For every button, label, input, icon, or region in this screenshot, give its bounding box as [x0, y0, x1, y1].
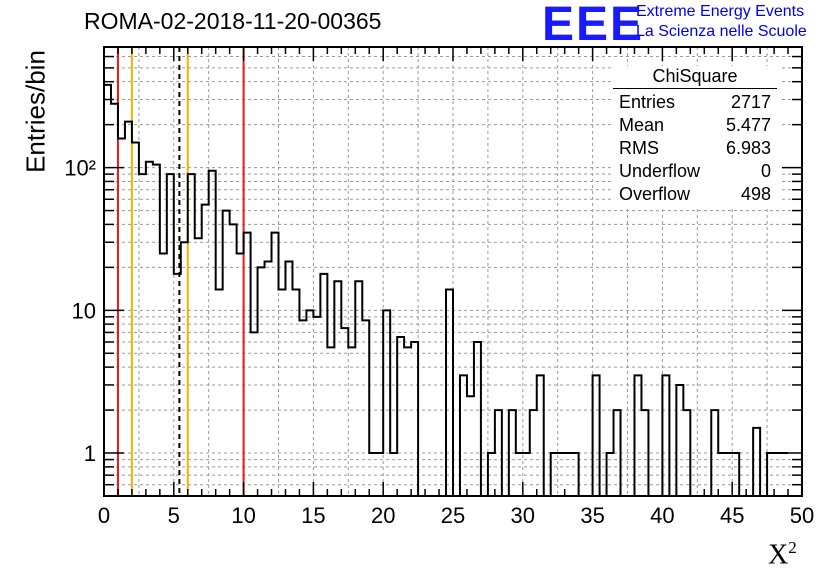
eee-logo: EEE [542, 0, 645, 51]
stats-value: 5.477 [725, 115, 771, 135]
stats-label: Mean [619, 115, 665, 135]
stats-label: Underflow [619, 161, 701, 181]
logo-subtitle-line2: La Scienza nelle Scuole [636, 23, 807, 40]
stats-value: 0 [760, 161, 771, 181]
x-tick-label: 5 [168, 503, 180, 528]
stats-label: Overflow [619, 184, 691, 204]
x-tick-label: 15 [301, 503, 325, 528]
x-tick-label: 20 [371, 503, 395, 528]
x-tick-label: 10 [231, 503, 255, 528]
logo-subtitle-line1: Extreme Energy Events [636, 3, 805, 20]
stats-row-underflow: Underflow 0 [611, 160, 779, 183]
stats-row-mean: Mean 5.477 [611, 114, 779, 137]
stats-title: ChiSquare [613, 66, 777, 89]
x-axis-label: X2 [768, 538, 797, 571]
stats-value: 498 [740, 184, 771, 204]
y-tick-label: 1 [84, 441, 96, 466]
stats-value: 6.983 [725, 138, 771, 158]
x-tick-label: 50 [790, 503, 814, 528]
x-tick-label: 0 [98, 503, 110, 528]
stats-box: ChiSquare Entries 2717 Mean 5.477 RMS 6.… [611, 66, 779, 206]
y-tick-labels: 1 10 10² [64, 156, 96, 466]
axis-ticks [103, 46, 803, 497]
stats-label: RMS [619, 138, 659, 158]
stats-label: Entries [619, 92, 676, 112]
stats-row-overflow: Overflow 498 [611, 183, 779, 206]
stats-row-entries: Entries 2717 [611, 91, 779, 114]
stats-value: 2717 [730, 92, 771, 112]
stats-row-rms: RMS 6.983 [611, 137, 779, 160]
x-tick-label: 30 [511, 503, 535, 528]
x-tick-label: 40 [650, 503, 674, 528]
chart-title: ROMA-02-2018-11-20-00365 [84, 8, 382, 34]
x-tick-label: 45 [720, 503, 744, 528]
x-tick-label: 35 [580, 503, 604, 528]
y-tick-label: 10² [64, 156, 96, 181]
x-tick-label: 25 [441, 503, 465, 528]
x-tick-labels: 0 5 10 15 20 25 30 35 40 45 50 [98, 503, 814, 528]
y-tick-label: 10 [72, 298, 96, 323]
